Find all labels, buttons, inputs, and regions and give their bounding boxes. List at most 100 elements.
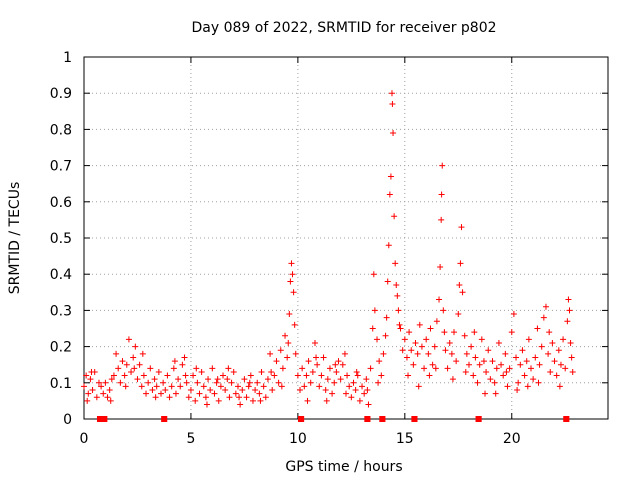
data-point [425, 350, 432, 357]
baseline-marker [563, 416, 570, 422]
baseline-marker [411, 416, 418, 422]
grid-lines [84, 57, 608, 419]
data-point [252, 387, 259, 394]
data-point [326, 365, 333, 372]
data-point [102, 379, 109, 386]
data-point [282, 332, 289, 339]
data-point [567, 339, 574, 346]
data-point [491, 379, 498, 386]
data-point [440, 307, 447, 314]
data-point [125, 336, 132, 343]
data-point [394, 292, 401, 299]
data-point [214, 376, 221, 383]
baseline-marker [161, 416, 168, 422]
data-point [249, 397, 256, 404]
y-tick-labels: 0 0.1 0.2 0.3 0.4 0.5 0.6 0.7 0.8 0.9 1 [50, 50, 72, 428]
data-point [461, 332, 468, 339]
data-point [525, 336, 532, 343]
data-point [177, 383, 184, 390]
data-point [157, 390, 164, 397]
data-point [448, 350, 455, 357]
data-point [403, 354, 410, 361]
data-point [396, 321, 403, 328]
y-axis-label: SRMTID / TECUs [7, 182, 23, 295]
data-point [395, 307, 402, 314]
data-point [348, 394, 355, 401]
data-point [268, 368, 275, 375]
data-point [83, 372, 90, 379]
data-point [432, 365, 439, 372]
x-tick-label: 15 [396, 431, 414, 447]
data-point [502, 350, 509, 357]
data-point [196, 390, 203, 397]
data-point [192, 397, 199, 404]
data-point [503, 368, 510, 375]
data-point [414, 350, 421, 357]
data-point [451, 329, 458, 336]
data-point [369, 325, 376, 332]
data-point [254, 379, 261, 386]
data-point [185, 394, 192, 401]
plot-frame [83, 56, 609, 420]
data-point [323, 397, 330, 404]
data-point [113, 350, 120, 357]
data-point [456, 282, 463, 289]
data-point [160, 379, 167, 386]
data-point [110, 372, 117, 379]
data-point [278, 383, 285, 390]
data-point [139, 350, 146, 357]
data-point [339, 361, 346, 368]
data-point [387, 173, 394, 180]
data-point [88, 368, 95, 375]
data-point [301, 383, 308, 390]
data-point [557, 361, 564, 368]
axis-ticks [83, 56, 608, 420]
y-tick-label: 0.1 [50, 376, 72, 392]
data-point [528, 365, 535, 372]
data-point [515, 379, 522, 386]
y-tick-label: 1 [63, 50, 72, 66]
data-point [487, 376, 494, 383]
data-point [471, 329, 478, 336]
data-point [406, 329, 413, 336]
data-point [449, 376, 456, 383]
data-point [565, 296, 572, 303]
data-point [226, 394, 233, 401]
data-point [412, 339, 419, 346]
data-point [453, 358, 460, 365]
data-point [164, 372, 171, 379]
data-point [545, 350, 552, 357]
data-point [392, 260, 399, 267]
data-point [239, 387, 246, 394]
data-point [297, 387, 304, 394]
data-point [81, 383, 87, 390]
data-point [309, 368, 316, 375]
data-point [405, 372, 412, 379]
data-point [504, 383, 511, 390]
data-point [495, 339, 502, 346]
data-point [416, 321, 423, 328]
data-point [442, 347, 449, 354]
data-point [514, 387, 521, 394]
data-point [134, 376, 141, 383]
data-point [523, 358, 530, 365]
data-point [271, 372, 278, 379]
data-point [131, 365, 138, 372]
data-point [513, 354, 520, 361]
data-point [444, 365, 451, 372]
data-point [168, 383, 175, 390]
data-point [517, 361, 524, 368]
data-point [152, 394, 159, 401]
data-point [162, 387, 169, 394]
data-point [211, 390, 218, 397]
data-point [217, 383, 224, 390]
data-point [463, 350, 470, 357]
data-point [480, 358, 487, 365]
data-point [427, 325, 434, 332]
data-point [275, 379, 282, 386]
data-point [117, 379, 124, 386]
data-point [89, 387, 96, 394]
data-point [482, 390, 489, 397]
data-point [408, 347, 415, 354]
